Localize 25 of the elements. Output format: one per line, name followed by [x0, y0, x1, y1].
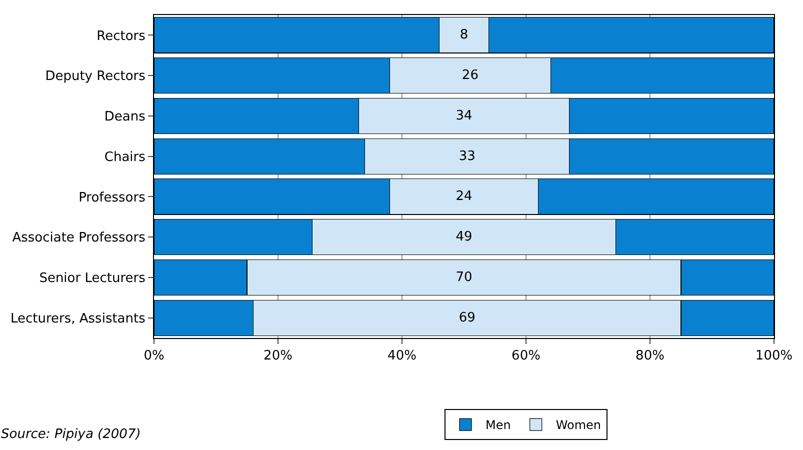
legend-label: Women — [556, 418, 602, 432]
x-tick-label: 20% — [264, 348, 292, 364]
y-tick-label: Deans — [104, 109, 146, 124]
x-tick-label: 80% — [636, 348, 664, 364]
y-tick-label: Chairs — [104, 150, 146, 165]
data-label: 49 — [456, 230, 472, 245]
data-label: 33 — [458, 148, 476, 164]
data-label: 69 — [458, 310, 476, 326]
x-tick-label: 0% — [144, 348, 164, 364]
y-tick-label: Lecturers, Assistants — [10, 311, 146, 326]
legend-label: Men — [486, 418, 511, 432]
x-tick-label: 60% — [512, 348, 540, 364]
source-note: Source: Pipiya (2007) — [1, 427, 141, 442]
data-label: 26 — [462, 68, 478, 84]
y-tick-label: Rectors — [96, 28, 146, 44]
y-tick-label: Professors — [78, 190, 146, 206]
data-label: 8 — [460, 28, 468, 43]
y-tick-label: Senior Lecturers — [39, 270, 146, 286]
y-tick-label: Associate Professors — [12, 230, 146, 246]
y-tick-label: Deputy Rectors — [45, 69, 146, 84]
data-label: 34 — [456, 108, 472, 124]
x-tick-label: 40% — [388, 348, 416, 364]
x-tick-label: 100% — [755, 348, 793, 364]
data-label: 24 — [456, 189, 472, 204]
data-label: 70 — [456, 270, 472, 285]
